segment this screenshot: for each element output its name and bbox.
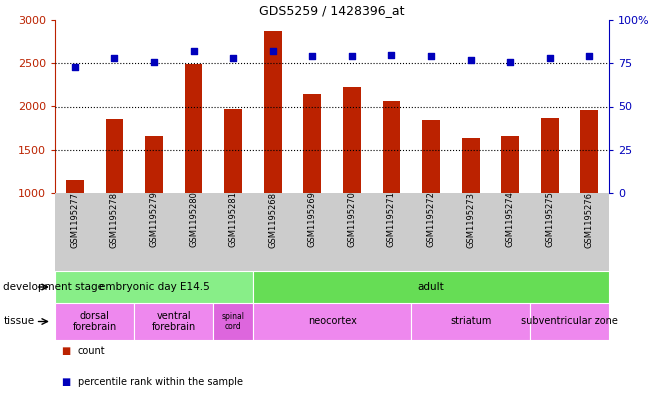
- Bar: [382, 101, 400, 193]
- Point: [110, 55, 120, 61]
- Text: striatum: striatum: [450, 316, 491, 327]
- Bar: [343, 88, 361, 193]
- Point: [386, 51, 397, 58]
- Bar: [66, 180, 84, 193]
- Bar: [55, 303, 134, 340]
- Bar: [264, 31, 282, 193]
- Text: ■: ■: [62, 346, 71, 356]
- Bar: [134, 303, 213, 340]
- Bar: [581, 110, 598, 193]
- Point: [268, 48, 278, 54]
- Bar: [185, 64, 202, 193]
- Bar: [213, 303, 253, 340]
- Text: embryonic day E14.5: embryonic day E14.5: [98, 282, 209, 292]
- Bar: [106, 119, 123, 193]
- Text: tissue: tissue: [3, 316, 34, 327]
- Text: ventral
forebrain: ventral forebrain: [152, 311, 196, 332]
- Text: subventricular zone: subventricular zone: [521, 316, 618, 327]
- Text: neocortex: neocortex: [308, 316, 356, 327]
- Point: [149, 59, 159, 65]
- Bar: [411, 303, 530, 340]
- Bar: [422, 120, 440, 193]
- Text: dorsal
forebrain: dorsal forebrain: [73, 311, 117, 332]
- Bar: [224, 108, 242, 193]
- Title: GDS5259 / 1428396_at: GDS5259 / 1428396_at: [259, 4, 405, 17]
- Point: [505, 59, 515, 65]
- Point: [426, 53, 436, 59]
- Bar: [530, 303, 609, 340]
- Bar: [303, 94, 321, 193]
- Point: [465, 57, 476, 63]
- Point: [307, 53, 318, 59]
- Bar: [541, 118, 559, 193]
- Point: [70, 64, 80, 70]
- Text: adult: adult: [418, 282, 445, 292]
- Bar: [253, 271, 609, 303]
- Point: [189, 48, 199, 54]
- Text: percentile rank within the sample: percentile rank within the sample: [78, 377, 243, 387]
- Text: ■: ■: [62, 377, 71, 387]
- Point: [347, 53, 357, 59]
- Bar: [462, 138, 480, 193]
- Point: [584, 53, 594, 59]
- Point: [544, 55, 555, 61]
- Text: spinal
cord: spinal cord: [222, 312, 245, 331]
- Bar: [502, 136, 519, 193]
- Text: count: count: [78, 346, 106, 356]
- Text: development stage: development stage: [3, 282, 104, 292]
- Point: [228, 55, 238, 61]
- Bar: [253, 303, 411, 340]
- Bar: [145, 136, 163, 193]
- Bar: [55, 271, 253, 303]
